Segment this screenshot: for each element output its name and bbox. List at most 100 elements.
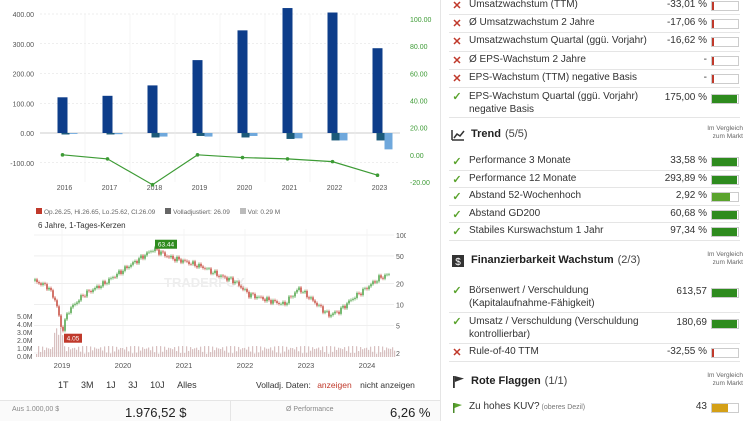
candle-body bbox=[194, 261, 196, 266]
trend-metric-row: ✓ Abstand GD200 60,68 % bbox=[441, 206, 750, 224]
metric-value: 97,34 % bbox=[670, 225, 707, 236]
volume-bar bbox=[134, 346, 136, 357]
candle-body bbox=[110, 278, 112, 279]
volume-bar bbox=[42, 346, 44, 357]
volume-bar bbox=[346, 350, 348, 357]
candle-body bbox=[242, 287, 244, 290]
candle-body bbox=[142, 255, 144, 259]
comparison-bar bbox=[711, 288, 739, 298]
growth-metric-row: ✕ Umsatzwachstum Quartal (ggü. Vorjahr) -1… bbox=[441, 33, 750, 51]
candle-body bbox=[352, 298, 354, 300]
candle-body bbox=[130, 264, 132, 267]
candle-body bbox=[200, 263, 202, 267]
volume-bar bbox=[46, 347, 48, 357]
range-3m[interactable]: 3M bbox=[81, 380, 94, 390]
volume-bar bbox=[112, 346, 114, 357]
ohlc-legend: Op.26.25, Hi.26.65, Lo.25.62, Cl.26.09 V… bbox=[36, 208, 280, 216]
volume-bar bbox=[362, 349, 364, 357]
metric-value: 613,57 bbox=[676, 286, 707, 297]
candle-body bbox=[202, 266, 204, 269]
comparison-bar bbox=[711, 19, 739, 30]
check-icon: ✓ bbox=[452, 173, 462, 186]
candle-body bbox=[240, 285, 242, 288]
volume-bar bbox=[374, 346, 376, 357]
divider bbox=[449, 222, 740, 223]
volume-bar bbox=[36, 354, 38, 357]
right-tick-label: 40.00 bbox=[410, 99, 428, 106]
left-tick-label: 200.00 bbox=[13, 72, 35, 79]
check-icon: ✓ bbox=[452, 285, 462, 297]
candle-body bbox=[258, 296, 260, 298]
candle-body bbox=[364, 288, 366, 289]
price-year-label: 2020 bbox=[115, 361, 132, 370]
candle-body bbox=[250, 293, 252, 298]
volume-bar bbox=[208, 346, 210, 357]
year-tick-label: 2022 bbox=[327, 185, 343, 192]
candle-body bbox=[116, 273, 118, 278]
volume-bar bbox=[192, 349, 194, 357]
volume-bar bbox=[344, 347, 346, 357]
candle-body bbox=[218, 275, 220, 277]
left-tick-label: 100.00 bbox=[13, 101, 35, 108]
price-tick-label: 50 bbox=[396, 254, 404, 261]
candle-body bbox=[196, 265, 198, 268]
price-year-label: 2023 bbox=[298, 361, 315, 370]
candle-body bbox=[176, 256, 178, 262]
candle-body bbox=[262, 297, 264, 300]
divider bbox=[449, 204, 740, 206]
comparison-bar-fill bbox=[712, 95, 737, 103]
check-icon: ✓ bbox=[452, 316, 462, 328]
volume-bar bbox=[152, 346, 154, 357]
candle-body bbox=[180, 259, 182, 263]
candle-body bbox=[314, 300, 316, 303]
range-1j[interactable]: 1J bbox=[106, 380, 116, 390]
volume-bar bbox=[170, 348, 172, 357]
candle-body bbox=[322, 306, 324, 313]
comparison-bar-fill bbox=[712, 38, 715, 47]
volume-bar bbox=[232, 353, 234, 357]
volume-bar bbox=[240, 349, 242, 357]
candle-body bbox=[336, 311, 338, 313]
range-alles[interactable]: Alles bbox=[177, 380, 197, 390]
low-label: 4.05 bbox=[67, 336, 80, 343]
candle-body bbox=[274, 300, 276, 302]
comparison-bar-fill bbox=[712, 158, 737, 166]
left-tick-label: -100.00 bbox=[10, 161, 34, 168]
candle-body bbox=[282, 301, 284, 304]
candle-body bbox=[220, 275, 222, 277]
other-bar bbox=[384, 133, 393, 150]
candle-body bbox=[58, 306, 60, 316]
range-10j[interactable]: 10J bbox=[150, 380, 165, 390]
adjusted-off-link[interactable]: nicht anzeigen bbox=[360, 380, 415, 390]
volume-bar bbox=[372, 351, 374, 357]
volume-bar bbox=[292, 348, 294, 357]
volume-bar bbox=[266, 348, 268, 357]
other-bar bbox=[294, 133, 303, 139]
finance-metric-row: ✓ Umsatz / Verschuldung (Verschuldung kont… bbox=[441, 313, 750, 343]
candle-body bbox=[146, 252, 148, 256]
comparison-bar bbox=[711, 192, 739, 202]
volume-bar bbox=[236, 351, 238, 357]
metric-value: - bbox=[703, 53, 707, 65]
cross-icon: ✕ bbox=[452, 0, 462, 12]
volume-bar bbox=[250, 351, 252, 357]
candle-body bbox=[318, 305, 320, 306]
candle-body bbox=[276, 301, 278, 304]
candle-body bbox=[52, 290, 54, 298]
candle-body bbox=[212, 272, 214, 274]
candle-body bbox=[208, 268, 210, 270]
range-1t[interactable]: 1T bbox=[58, 380, 69, 390]
volume-bar bbox=[50, 349, 52, 357]
volume-bar bbox=[386, 347, 388, 357]
candle-body bbox=[94, 288, 96, 290]
check-icon: ✓ bbox=[452, 191, 462, 203]
volume-bar bbox=[282, 346, 284, 357]
growth-point bbox=[240, 155, 245, 160]
candle-body bbox=[72, 304, 74, 308]
adjusted-on-link[interactable]: anzeigen bbox=[317, 380, 352, 390]
earnings-bar bbox=[196, 133, 205, 136]
volume-bar bbox=[320, 350, 322, 357]
candle-body bbox=[378, 275, 380, 282]
range-3j[interactable]: 3J bbox=[128, 380, 138, 390]
candle-body bbox=[328, 311, 330, 317]
